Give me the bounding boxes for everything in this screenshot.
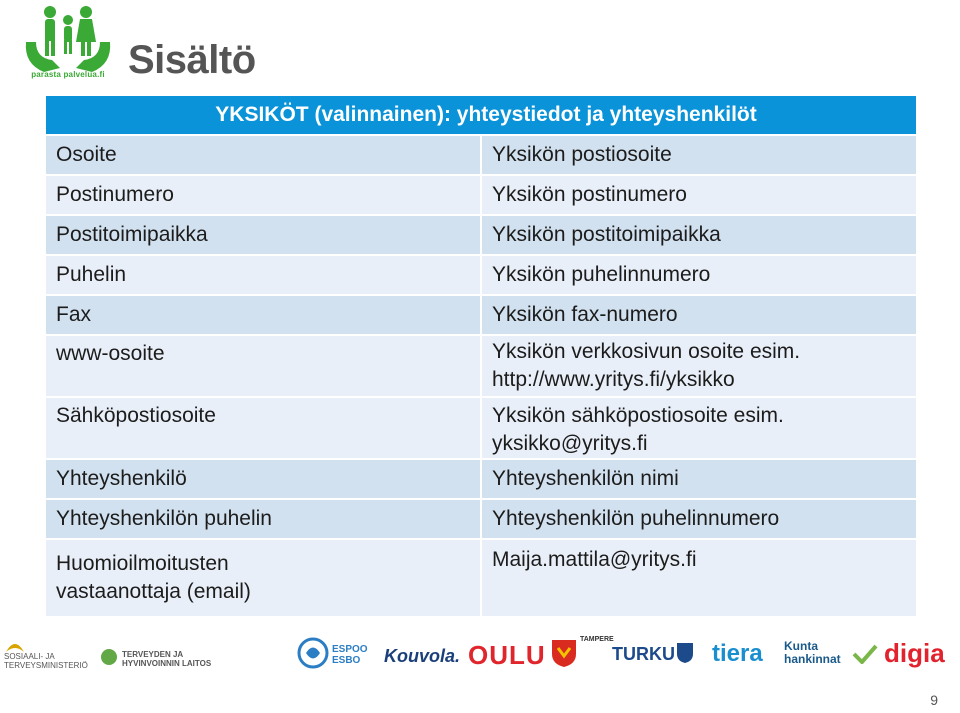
row-value: Yhteyshenkilön puhelinnumero: [481, 499, 916, 540]
table-row: Yhteyshenkilön puhelin Yhteyshenkilön pu…: [46, 499, 916, 540]
row-label-line: vastaanottaja (email): [56, 580, 251, 603]
row-label: Postinumero: [46, 175, 482, 216]
tiera-logo: tiera: [712, 640, 763, 667]
kuntahankinnat-logo-line: Kunta: [784, 639, 818, 653]
row-value: Yksikön fax-numero: [481, 295, 916, 336]
row-value: Maija.mattila@yritys.fi: [481, 539, 916, 618]
row-value: Yhteyshenkilön nimi: [481, 459, 916, 500]
check-mark-icon: [852, 644, 878, 664]
oulu-logo: OULU: [468, 640, 546, 670]
tampere-logo: TAMPERE: [580, 636, 614, 643]
row-value: Yksikön sähköpostiosoite esim. yksikko@y…: [481, 397, 916, 460]
stm-logo-line: SOSIAALI- JA: [4, 652, 55, 661]
stm-logo: SOSIAALI- JA TERVEYSMINISTERIÖ: [4, 652, 88, 670]
tampere-emblem-icon: [552, 640, 576, 667]
table-header-row: YKSIKÖT (valinnainen): yhteystiedot ja y…: [46, 96, 916, 136]
table-row: Yhteyshenkilö Yhteyshenkilön nimi: [46, 459, 916, 500]
row-value: Yksikön postinumero: [481, 175, 916, 216]
logo-text: parasta palvelua.fi: [31, 70, 105, 79]
row-label: Fax: [46, 295, 482, 336]
row-label: Puhelin: [46, 255, 482, 296]
row-label: Yhteyshenkilö: [46, 459, 482, 500]
table-row: Postitoimipaikka Yksikön postitoimipaikk…: [46, 215, 916, 256]
espoo-logo-line: ESPOO: [332, 644, 368, 655]
row-label: Sähköpostiosoite: [46, 397, 482, 460]
row-label: Postitoimipaikka: [46, 215, 482, 256]
kouvola-logo: Kouvola.: [384, 646, 461, 666]
row-value: Yksikön postitoimipaikka: [481, 215, 916, 256]
digia-logo: digia: [884, 638, 945, 668]
thl-logo-line: HYVINVOINNIN LAITOS: [122, 659, 212, 668]
espoo-logo-line: ESBO: [332, 655, 361, 666]
row-value-line: http://www.yritys.fi/yksikko: [492, 368, 735, 391]
row-label: Osoite: [46, 135, 482, 176]
parasta-palvelua-logo: [25, 6, 111, 72]
stm-emblem-icon: [6, 644, 24, 652]
stm-logo-line: TERVEYSMINISTERIÖ: [4, 661, 88, 670]
row-label-line: Huomioilmoitusten: [56, 552, 229, 575]
table-row: Fax Yksikön fax-numero: [46, 295, 916, 336]
row-value: Yksikön puhelinnumero: [481, 255, 916, 296]
espoo-logo: ESPOO ESBO: [332, 644, 368, 666]
row-label: Huomioilmoitusten vastaanottaja (email): [46, 539, 482, 618]
row-value: Yksikön postiosoite: [481, 135, 916, 176]
espoo-emblem-icon: [297, 637, 329, 669]
table-row: Osoite Yksikön postiosoite: [46, 135, 916, 176]
unit-info-table: YKSIKÖT (valinnainen): yhteystiedot ja y…: [46, 96, 916, 618]
page-number: 9: [930, 692, 938, 708]
turku-emblem-icon: [677, 643, 693, 663]
table-row: Huomioilmoitusten vastaanottaja (email) …: [46, 539, 916, 618]
table-header: YKSIKÖT (valinnainen): yhteystiedot ja y…: [46, 96, 916, 136]
footer-logos: SOSIAALI- JA TERVEYSMINISTERIÖ TERVEYDEN…: [0, 628, 960, 680]
turku-logo: TURKU: [612, 644, 675, 664]
row-label: Yhteyshenkilön puhelin: [46, 499, 482, 540]
page-title: Sisältö: [128, 38, 256, 82]
table-row: Postinumero Yksikön postinumero: [46, 175, 916, 216]
thl-logo-line: TERVEYDEN JA: [122, 650, 184, 659]
thl-emblem-icon: [101, 649, 117, 665]
table-row: Sähköpostiosoite Yksikön sähköpostiosoit…: [46, 397, 916, 460]
thl-logo: TERVEYDEN JA HYVINVOINNIN LAITOS: [122, 650, 211, 668]
table-row: www-osoite Yksikön verkkosivun osoite es…: [46, 335, 916, 398]
row-value: Yksikön verkkosivun osoite esim. http://…: [481, 335, 916, 398]
table-row: Puhelin Yksikön puhelinnumero: [46, 255, 916, 296]
kuntahankinnat-logo: Kunta hankinnat: [784, 640, 841, 666]
row-value-line: Yksikön verkkosivun osoite esim.: [492, 340, 801, 363]
row-label: www-osoite: [46, 335, 482, 398]
kuntahankinnat-logo-line: hankinnat: [784, 652, 841, 666]
